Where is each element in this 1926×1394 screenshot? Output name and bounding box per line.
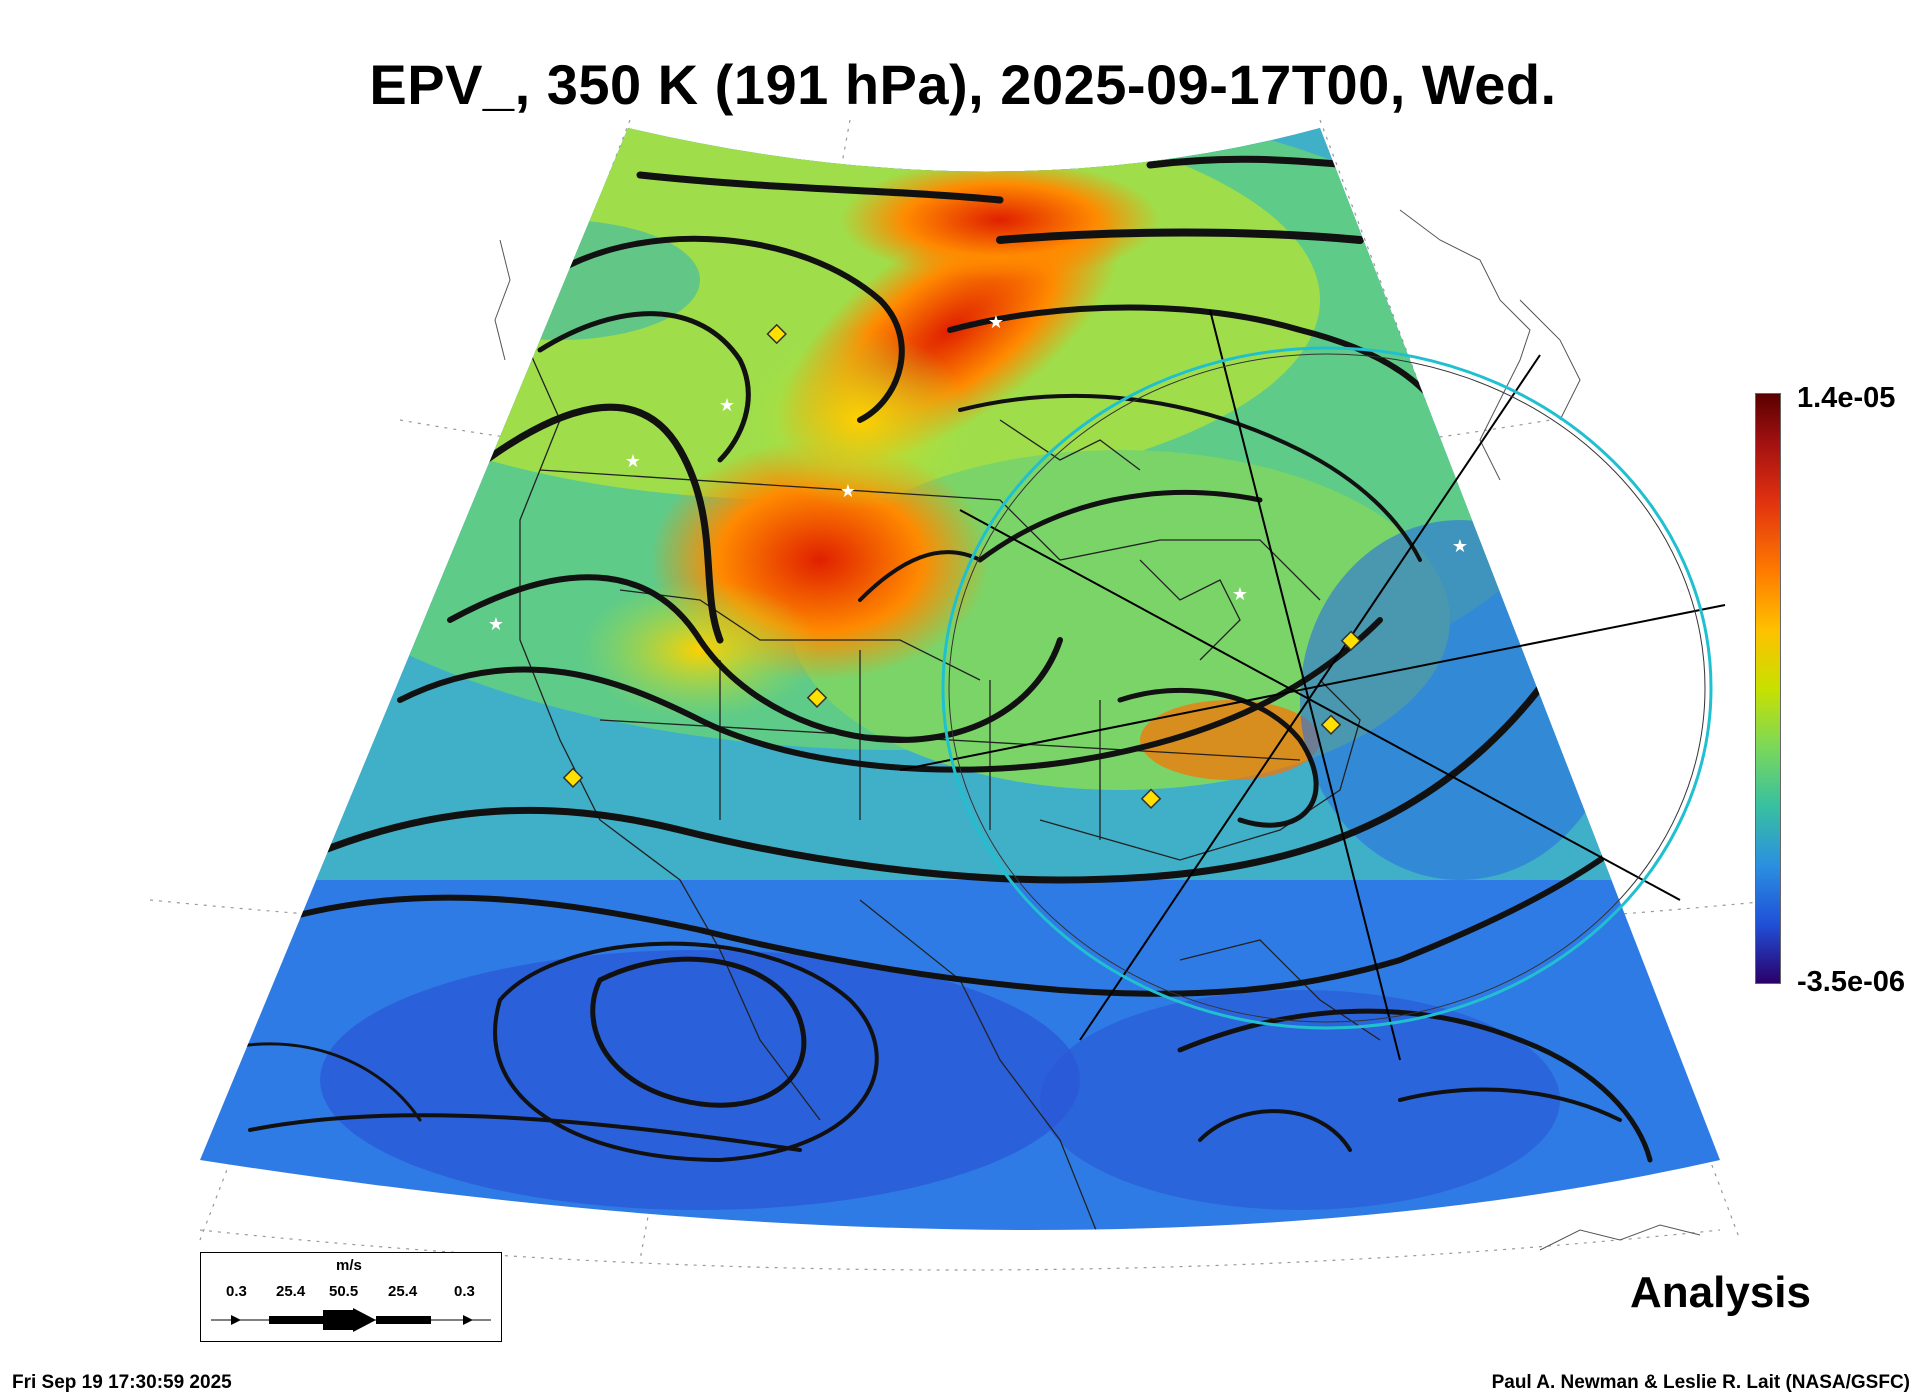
- streamlines: [218, 155, 1653, 1163]
- colorbar-max-label: 1.4e-05: [1797, 382, 1896, 414]
- legend-value: 25.4: [388, 1283, 418, 1300]
- legend-value: 25.4: [276, 1283, 306, 1300]
- wind-speed-legend: m/s 0.3 25.4 50.5 25.4 0.3: [200, 1252, 502, 1342]
- svg-text:★: ★: [488, 614, 504, 635]
- svg-text:★: ★: [1232, 584, 1248, 605]
- colorbar: [1755, 393, 1781, 984]
- timestamp: Fri Sep 19 17:30:59 2025: [12, 1372, 232, 1393]
- svg-text:★: ★: [988, 312, 1004, 333]
- outside-coast: [494, 209, 1701, 1251]
- coastlines: [519, 329, 1381, 1230]
- legend-value: 0.3: [454, 1283, 475, 1300]
- station-diamonds: [562, 323, 1362, 809]
- svg-text:★: ★: [719, 395, 735, 416]
- legend-value: 0.3: [226, 1283, 247, 1300]
- credit: Paul A. Newman & Leslie R. Lait (NASA/GS…: [1491, 1372, 1910, 1393]
- legend-unit: m/s: [336, 1257, 362, 1274]
- svg-text:★: ★: [625, 451, 641, 472]
- analysis-label: Analysis: [1630, 1268, 1811, 1317]
- range-circle: [941, 346, 1713, 1030]
- legend-value: 50.5: [329, 1283, 359, 1300]
- colorbar-min-label: -3.5e-06: [1797, 966, 1906, 998]
- legend-arrow-scale: [211, 1308, 491, 1332]
- cross-section-lines: [899, 309, 1726, 1061]
- epv-field: [200, 128, 1720, 1230]
- map-title: EPV_, 350 K (191 hPa), 2025-09-17T00, We…: [369, 53, 1557, 116]
- svg-text:★: ★: [840, 481, 856, 502]
- station-stars: ★ ★ ★ ★ ★ ★ ★: [488, 312, 1468, 635]
- svg-text:★: ★: [1452, 536, 1468, 557]
